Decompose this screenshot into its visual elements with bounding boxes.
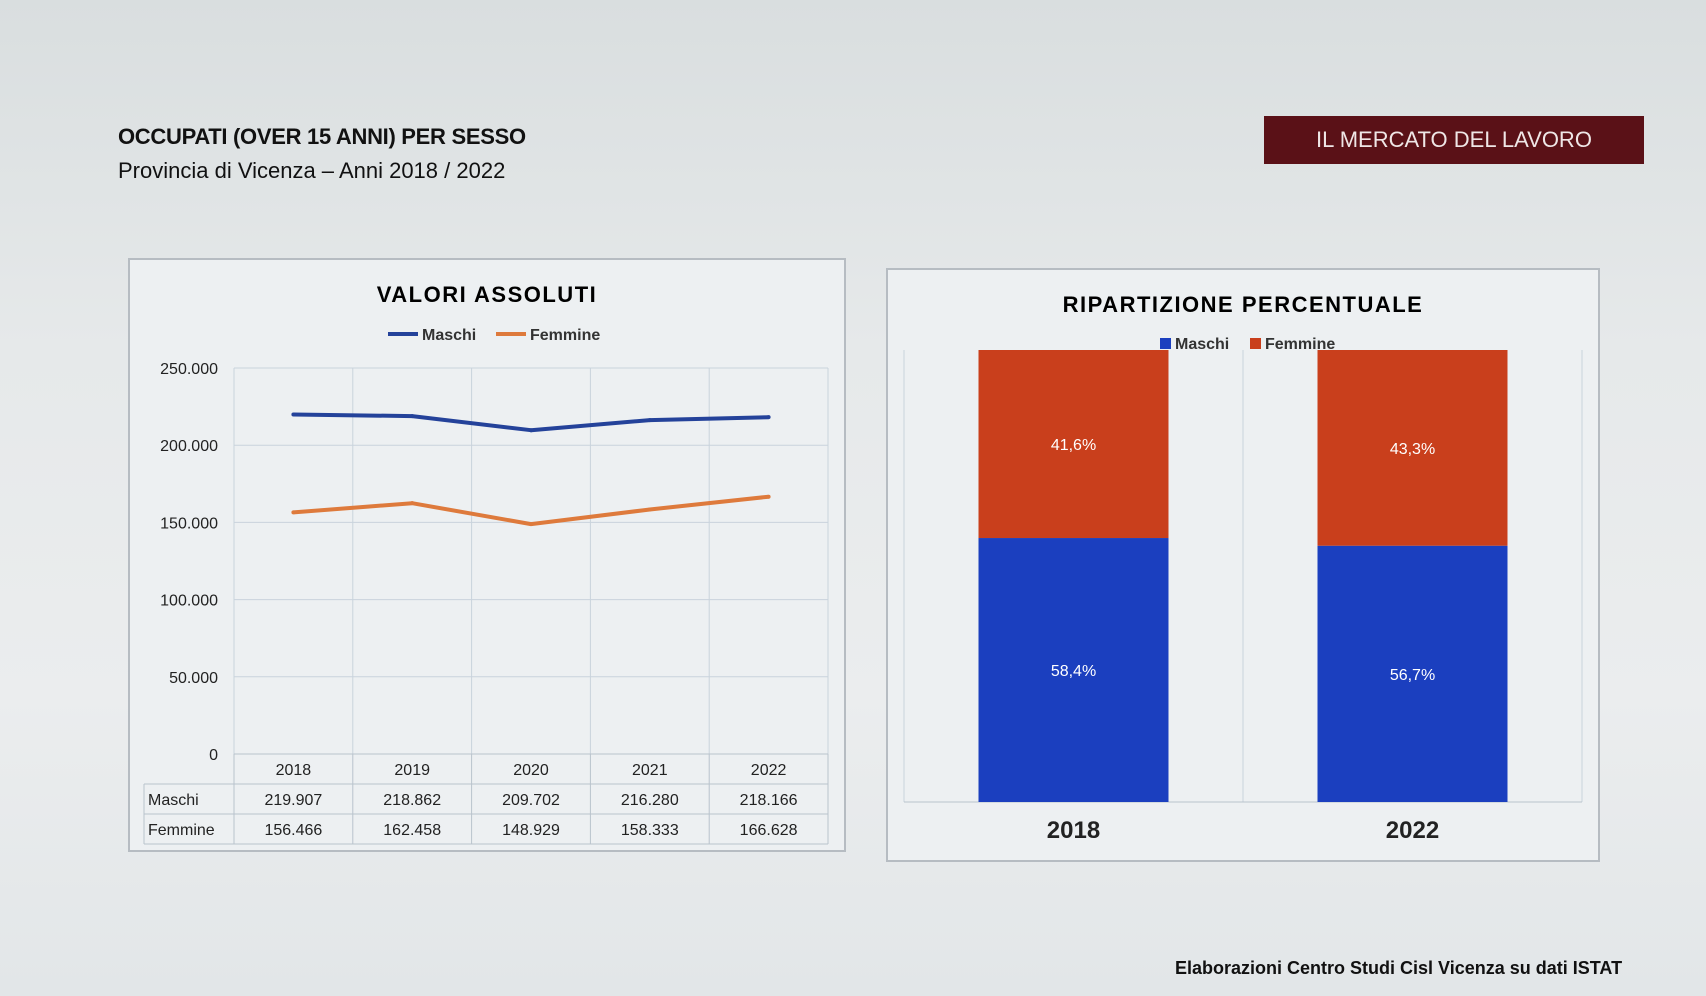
header: OCCUPATI (OVER 15 ANNI) PER SESSO Provin… [118, 124, 526, 184]
series-line-femmine [293, 494, 769, 527]
bar-femmine-2018 [978, 350, 1169, 539]
x-tick-label: 2018 [276, 762, 312, 779]
table-cell: 209.702 [502, 792, 560, 809]
line-chart: VALORI ASSOLUTI Maschi Femmine 250.000 200.0… [143, 282, 829, 845]
legend-label-femmine: Femmine [530, 327, 600, 344]
data-point-maschi [766, 415, 771, 420]
legend-swatch-maschi [1160, 338, 1171, 349]
table-cell: 219.907 [264, 792, 322, 809]
y-tick-label: 250.000 [160, 361, 218, 378]
section-banner: IL MERCATO DEL LAVORO [1264, 116, 1644, 164]
y-tick-label: 100.000 [160, 593, 218, 610]
table-cell: 166.628 [740, 822, 798, 839]
legend-label-maschi: Maschi [1175, 336, 1229, 353]
data-point-maschi [529, 428, 533, 433]
legend-label-femmine: Femmine [1265, 336, 1335, 353]
page-subtitle: Provincia di Vicenza – Anni 2018 / 2022 [118, 158, 506, 183]
x-tick-label: 2020 [513, 762, 549, 779]
table-cell: 162.458 [383, 822, 441, 839]
line-chart-panel: VALORI ASSOLUTI Maschi Femmine 250.000 200.0… [128, 258, 846, 852]
data-point-maschi [410, 414, 415, 419]
bar-maschi-2018 [978, 538, 1169, 802]
data-point-femmine [529, 522, 533, 527]
x-tick-label: 2022 [751, 762, 787, 779]
table-cell: 216.280 [621, 792, 679, 809]
bar-maschi-2022 [1317, 545, 1508, 802]
data-point-femmine [647, 507, 652, 512]
series-line-maschi [293, 412, 769, 433]
x-tick-label: 2019 [394, 762, 430, 779]
bar-femmine-2022 [1317, 350, 1508, 546]
data-label: 41,6% [1051, 437, 1096, 454]
table-row-header: Femmine [148, 822, 215, 839]
data-point-maschi [647, 418, 652, 423]
data-point-femmine [410, 501, 415, 506]
x-tick-label: 2021 [632, 762, 668, 779]
bar-chart-panel: RIPARTIZIONE PERCENTUALE Maschi Femmine 58,… [886, 268, 1600, 862]
table-cell: 148.929 [502, 822, 560, 839]
data-label: 43,3% [1390, 441, 1435, 458]
table-cell: 218.862 [383, 792, 441, 809]
legend-swatch-femmine [1250, 338, 1261, 349]
data-point-maschi [291, 412, 296, 417]
table-cell: 156.466 [264, 822, 322, 839]
data-point-femmine [291, 510, 296, 515]
page-title: OCCUPATI (OVER 15 ANNI) PER SESSO [118, 124, 526, 149]
y-tick-label: 50.000 [169, 670, 218, 687]
line-chart-title: VALORI ASSOLUTI [377, 282, 598, 307]
data-label: 58,4% [1051, 663, 1096, 680]
table-cell: 218.166 [740, 792, 798, 809]
table-cell: 158.333 [621, 822, 679, 839]
legend-label-maschi: Maschi [422, 327, 476, 344]
source-note: Elaborazioni Centro Studi Cisl Vicenza s… [1175, 958, 1623, 978]
data-label: 56,7% [1390, 667, 1435, 684]
bar-chart-title: RIPARTIZIONE PERCENTUALE [1063, 292, 1424, 317]
table-row-header: Maschi [148, 792, 199, 809]
x-tick-label: 2018 [1047, 817, 1100, 844]
y-tick-label: 0 [209, 747, 218, 764]
x-tick-label: 2022 [1386, 817, 1439, 844]
stacked-bar-chart: RIPARTIZIONE PERCENTUALE Maschi Femmine 58,… [903, 292, 1583, 844]
y-tick-label: 200.000 [160, 438, 218, 455]
y-tick-label: 150.000 [160, 515, 218, 532]
data-point-femmine [766, 494, 771, 499]
